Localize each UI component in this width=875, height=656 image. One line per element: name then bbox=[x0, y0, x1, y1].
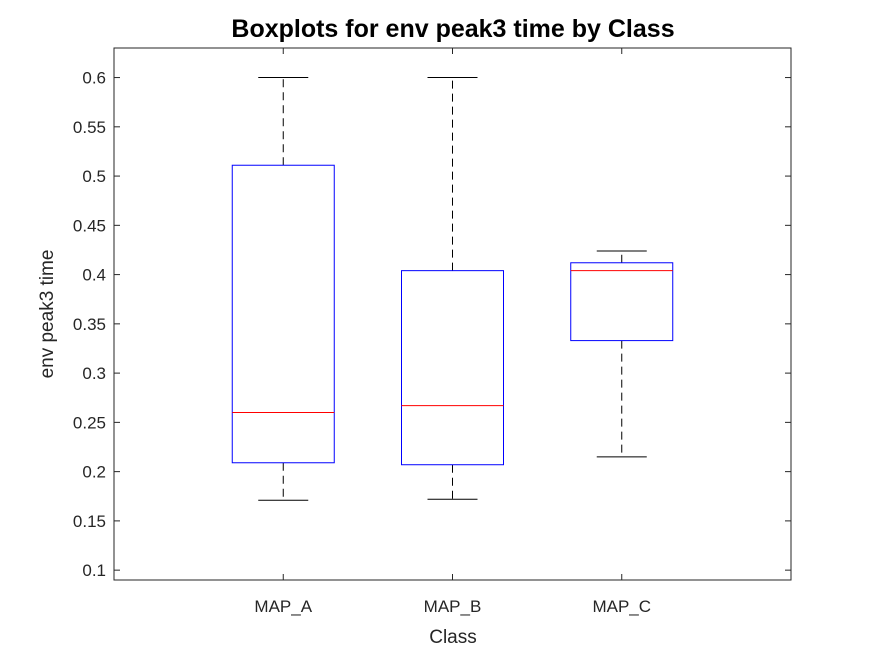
iqr-box bbox=[401, 270, 504, 466]
y-tick-label: 0.45 bbox=[73, 216, 106, 235]
y-tick-label: 0.25 bbox=[73, 413, 106, 432]
chart-title: Boxplots for env peak3 time by Class bbox=[231, 15, 674, 43]
y-tick-label: 0.15 bbox=[73, 512, 106, 531]
x-tick-label: MAP_B bbox=[424, 597, 482, 616]
x-axis-ticks: MAP_A MAP_B MAP_C bbox=[254, 48, 651, 616]
y-tick-label: 0.6 bbox=[82, 69, 106, 88]
y-axis-label: env peak3 time bbox=[37, 250, 58, 379]
x-axis-label: Class bbox=[429, 627, 477, 648]
boxes-group bbox=[231, 77, 674, 501]
y-tick-label: 0.35 bbox=[73, 315, 106, 334]
y-tick-label: 0.4 bbox=[82, 266, 106, 285]
y-tick-label: 0.55 bbox=[73, 118, 106, 137]
y-tick-label: 0.2 bbox=[82, 463, 106, 482]
box-map-c bbox=[570, 250, 674, 458]
axes-box bbox=[113, 47, 792, 581]
iqr-box bbox=[570, 262, 674, 342]
y-tick-label: 0.3 bbox=[82, 364, 106, 383]
y-tick-label: 0.5 bbox=[82, 167, 106, 186]
x-tick-label: MAP_C bbox=[592, 597, 651, 616]
y-axis-ticks: 0.1 0.15 0.2 0.25 0.3 0.35 0.4 0.45 0.5 0.55 0.6 bbox=[73, 69, 791, 580]
iqr-box bbox=[231, 164, 335, 464]
box-map-b bbox=[401, 77, 504, 500]
box-map-a bbox=[231, 77, 335, 501]
y-tick-label: 0.1 bbox=[82, 561, 106, 580]
x-tick-label: MAP_A bbox=[254, 597, 312, 616]
